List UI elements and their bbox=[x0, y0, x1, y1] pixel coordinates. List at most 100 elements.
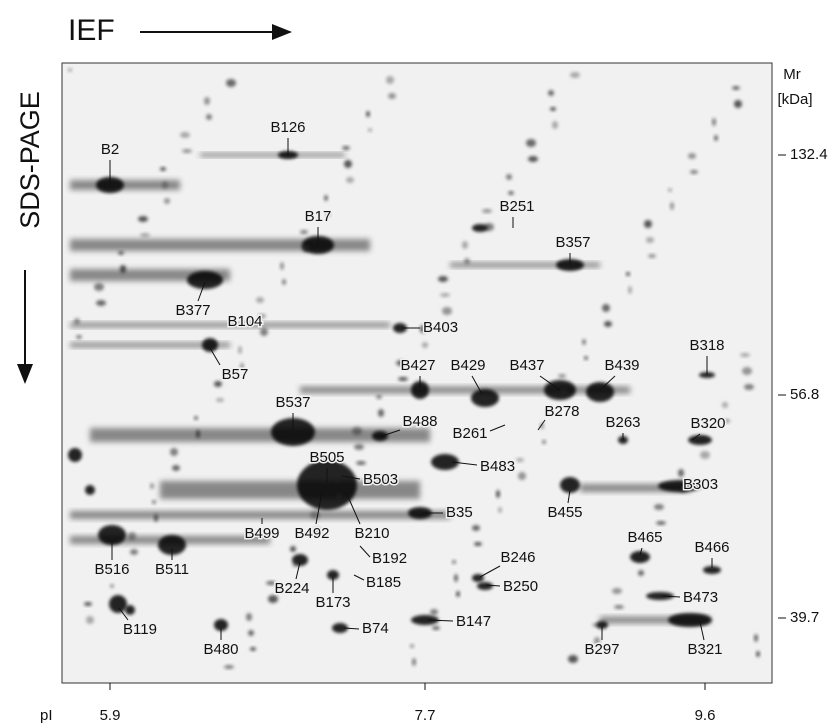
spot-label: B263 bbox=[605, 414, 640, 431]
spot bbox=[356, 461, 366, 465]
spot bbox=[594, 637, 600, 645]
spot bbox=[670, 202, 674, 210]
spot bbox=[548, 90, 554, 96]
spot-label: B473 bbox=[683, 589, 718, 606]
y-tick-label: 39.7 bbox=[790, 609, 819, 626]
leader-line bbox=[209, 347, 221, 366]
spot-label: B74 bbox=[362, 620, 389, 637]
spot bbox=[327, 570, 339, 580]
spot bbox=[206, 114, 212, 120]
spot bbox=[324, 195, 328, 201]
spot bbox=[412, 658, 416, 666]
spot bbox=[740, 353, 750, 357]
spot bbox=[150, 483, 154, 489]
spot bbox=[164, 198, 170, 204]
spot bbox=[342, 146, 350, 150]
spot bbox=[646, 237, 654, 243]
y-title: SDS-PAGE bbox=[15, 91, 45, 229]
leader-line bbox=[345, 491, 361, 525]
spot bbox=[187, 271, 223, 289]
spot bbox=[250, 647, 256, 651]
spot bbox=[196, 430, 200, 438]
spot-label: B278 bbox=[544, 403, 579, 420]
leader-line bbox=[661, 595, 681, 598]
spot bbox=[452, 560, 456, 564]
spot bbox=[431, 454, 459, 470]
spot-label: B2 bbox=[101, 141, 119, 158]
leader-line bbox=[479, 565, 501, 578]
streak bbox=[90, 428, 430, 442]
spot-label: B210 bbox=[354, 525, 389, 542]
streak bbox=[200, 153, 345, 157]
spot bbox=[140, 233, 150, 237]
spot bbox=[386, 76, 394, 84]
spot bbox=[202, 338, 218, 352]
spot-label: B303 bbox=[683, 476, 718, 493]
spot bbox=[420, 325, 426, 333]
spot-label: B192 bbox=[372, 550, 407, 567]
leader-line bbox=[691, 433, 701, 441]
spot bbox=[477, 582, 493, 590]
spot-label: B455 bbox=[547, 504, 582, 521]
spot bbox=[628, 286, 632, 294]
spot bbox=[398, 377, 408, 381]
spot-label: B185 bbox=[366, 574, 401, 591]
spot-label: B480 bbox=[203, 641, 238, 658]
spot bbox=[332, 623, 348, 633]
spot bbox=[756, 651, 760, 657]
spot bbox=[224, 665, 234, 669]
spot bbox=[550, 107, 556, 111]
spot-label: B492 bbox=[294, 525, 329, 542]
spot bbox=[568, 655, 578, 663]
spot bbox=[258, 314, 266, 318]
leader-line bbox=[359, 545, 371, 558]
spot bbox=[302, 244, 310, 252]
spot bbox=[396, 360, 406, 366]
spot-label: B465 bbox=[627, 529, 662, 546]
spot bbox=[484, 223, 494, 231]
spot bbox=[680, 486, 686, 492]
spot bbox=[508, 191, 514, 195]
spot bbox=[506, 174, 512, 180]
y-label: Mr bbox=[783, 66, 801, 83]
spot bbox=[724, 419, 730, 423]
spot bbox=[700, 451, 710, 459]
spot bbox=[98, 525, 126, 545]
spot-label: B483 bbox=[480, 458, 515, 475]
leader-line bbox=[539, 375, 561, 391]
spot bbox=[688, 153, 696, 159]
spot bbox=[96, 300, 106, 306]
spot bbox=[388, 93, 396, 99]
spot bbox=[582, 339, 586, 345]
spot bbox=[118, 251, 124, 255]
spot bbox=[472, 224, 488, 232]
spot bbox=[648, 254, 656, 258]
spot-label: B35 bbox=[446, 504, 473, 521]
spot bbox=[162, 181, 168, 189]
spot-label: B320 bbox=[690, 415, 725, 432]
spot bbox=[678, 469, 684, 477]
spot bbox=[732, 86, 740, 90]
leader-line bbox=[197, 281, 206, 302]
leader-line bbox=[353, 574, 365, 581]
spot bbox=[592, 623, 598, 627]
spot bbox=[472, 574, 484, 582]
streak bbox=[70, 322, 390, 328]
spot bbox=[154, 514, 158, 522]
spot bbox=[214, 619, 228, 631]
spot bbox=[714, 135, 718, 141]
spot bbox=[292, 554, 308, 566]
spot bbox=[626, 272, 630, 276]
spot bbox=[656, 521, 666, 525]
spot bbox=[690, 170, 698, 174]
spot bbox=[372, 431, 388, 441]
leader-line bbox=[639, 547, 643, 556]
spot bbox=[172, 465, 180, 471]
leader-line bbox=[315, 491, 323, 525]
spot bbox=[482, 209, 492, 213]
spot bbox=[378, 409, 384, 417]
spot-label: B505 bbox=[309, 449, 344, 466]
spot bbox=[326, 212, 330, 216]
spot-label: B537 bbox=[275, 394, 310, 411]
